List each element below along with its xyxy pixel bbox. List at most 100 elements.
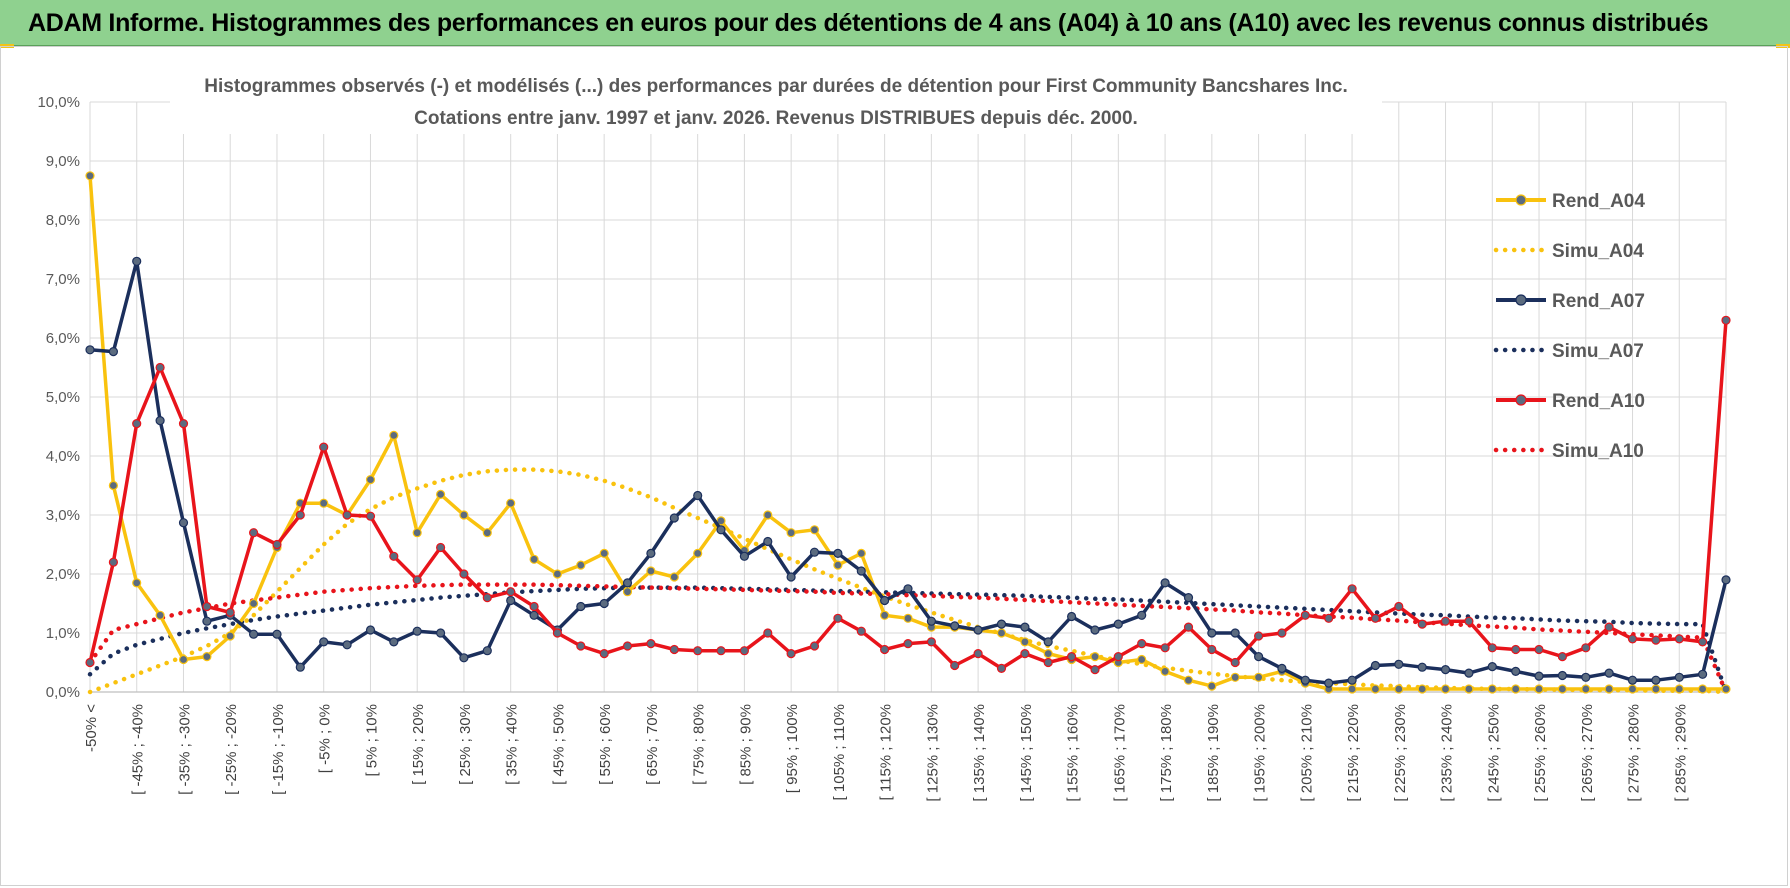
y-tick-label: 9,0%	[46, 153, 80, 170]
legend-label: Rend_A04	[1552, 191, 1645, 212]
data-point	[1324, 678, 1334, 688]
data-point	[1581, 672, 1591, 682]
x-tick-label: -50% <	[83, 704, 100, 752]
data-point	[1253, 672, 1264, 682]
data-point	[155, 362, 165, 373]
data-point	[1113, 619, 1123, 629]
data-point	[1487, 643, 1497, 653]
data-point	[833, 560, 843, 570]
data-point	[506, 498, 516, 508]
data-point	[1651, 675, 1661, 685]
data-point	[85, 657, 95, 668]
x-tick-label: [ 265% ; 270%	[1579, 704, 1596, 802]
data-point	[1394, 601, 1404, 612]
x-tick-label: [ 95% ; 100%	[784, 704, 801, 793]
data-point	[529, 610, 539, 620]
data-point	[833, 548, 843, 559]
data-point	[1487, 684, 1497, 694]
data-point	[202, 651, 212, 662]
x-tick-label: [ 105% ; 110%	[831, 704, 848, 800]
data-point	[1090, 664, 1100, 675]
data-point	[1674, 684, 1684, 694]
data-point	[506, 595, 516, 606]
data-point	[1511, 644, 1521, 655]
data-point	[809, 547, 820, 557]
data-point	[1253, 651, 1264, 662]
data-point	[1440, 616, 1451, 626]
data-point	[903, 584, 913, 594]
x-tick-label: [ 65% ; 70%	[644, 704, 661, 785]
data-point	[225, 607, 235, 618]
data-point	[763, 628, 773, 638]
data-point	[973, 648, 983, 659]
data-point	[996, 619, 1007, 629]
data-point	[389, 430, 399, 440]
data-point	[436, 628, 446, 638]
data-point	[1464, 684, 1474, 694]
data-point	[412, 575, 422, 585]
data-point	[178, 518, 189, 528]
data-point	[809, 641, 820, 651]
data-point	[1113, 651, 1123, 662]
data-point	[272, 539, 282, 550]
data-point	[996, 628, 1007, 638]
data-point	[1370, 613, 1381, 623]
data-point	[1697, 669, 1708, 679]
data-point	[1066, 651, 1077, 662]
data-point	[879, 610, 890, 620]
x-tick-label: [ 165% ; 170%	[1111, 704, 1128, 802]
x-tick-label: [ 15% ; 20%	[410, 704, 427, 785]
data-point	[763, 536, 773, 547]
data-point	[1160, 643, 1170, 653]
data-point	[1230, 657, 1240, 668]
data-point	[1417, 619, 1427, 629]
data-point	[926, 616, 937, 626]
data-point	[459, 569, 469, 579]
data-point	[436, 489, 446, 499]
data-point	[295, 662, 305, 672]
data-point	[856, 626, 866, 636]
data-point	[1160, 666, 1170, 677]
data-point	[1370, 684, 1381, 694]
x-tick-label: [ -45% ; -40%	[130, 704, 147, 795]
data-point	[365, 625, 376, 635]
data-point	[1604, 668, 1614, 678]
chart-title: Histogrammes observés (-) et modélisés (…	[204, 76, 1347, 97]
series-line-simu-a04	[87, 467, 1729, 695]
data-point	[342, 640, 352, 650]
legend-marker	[1515, 194, 1527, 206]
data-point	[295, 510, 305, 520]
x-tick-label: [ 135% ; 140%	[971, 704, 988, 802]
data-point	[1487, 661, 1497, 672]
data-point	[1697, 684, 1708, 694]
y-tick-label: 0,0%	[46, 684, 80, 701]
x-tick-label: [ 285% ; 290%	[1672, 704, 1689, 802]
data-point	[1207, 681, 1217, 691]
data-point	[132, 578, 142, 588]
x-tick-label: [ 5% ; 10%	[363, 704, 380, 777]
x-tick-label: [ -25% ; -20%	[223, 704, 240, 795]
data-point	[903, 613, 913, 623]
data-point	[1137, 654, 1147, 665]
legend-marker	[1515, 294, 1527, 306]
data-point	[249, 528, 259, 538]
data-point	[599, 598, 609, 609]
data-point	[1277, 663, 1287, 674]
data-point	[1511, 684, 1521, 694]
data-point	[482, 646, 492, 656]
x-tick-label: [ 125% ; 130%	[924, 704, 941, 802]
y-tick-label: 3,0%	[46, 507, 80, 524]
data-point	[319, 498, 329, 508]
x-tick-label: [ 85% ; 90%	[737, 704, 754, 785]
x-tick-label: [ 245% ; 250%	[1485, 704, 1502, 802]
data-point	[646, 548, 656, 559]
data-point	[342, 510, 352, 520]
data-point	[1347, 675, 1357, 685]
data-point	[693, 548, 703, 559]
data-point	[482, 528, 492, 538]
data-point	[85, 345, 95, 355]
data-point	[669, 572, 679, 582]
data-point	[1394, 659, 1404, 669]
data-point	[1534, 644, 1544, 655]
data-point	[249, 629, 259, 639]
